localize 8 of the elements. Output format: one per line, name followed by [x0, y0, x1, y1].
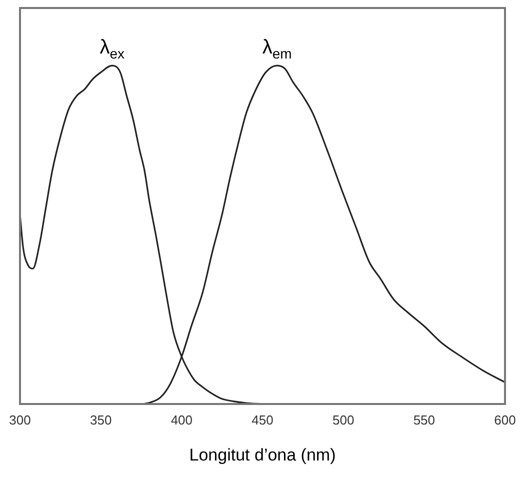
x-tick-label: 350 [90, 412, 112, 428]
x-tick-label: 500 [332, 412, 354, 428]
x-tick-label: 600 [494, 412, 516, 428]
x-tick-label: 450 [252, 412, 274, 428]
x-tick-label: 550 [413, 412, 436, 428]
x-axis-title: Longitut d’ona (nm) [189, 445, 336, 464]
x-tick-label: 400 [170, 412, 193, 428]
x-tick-label: 300 [9, 412, 31, 428]
